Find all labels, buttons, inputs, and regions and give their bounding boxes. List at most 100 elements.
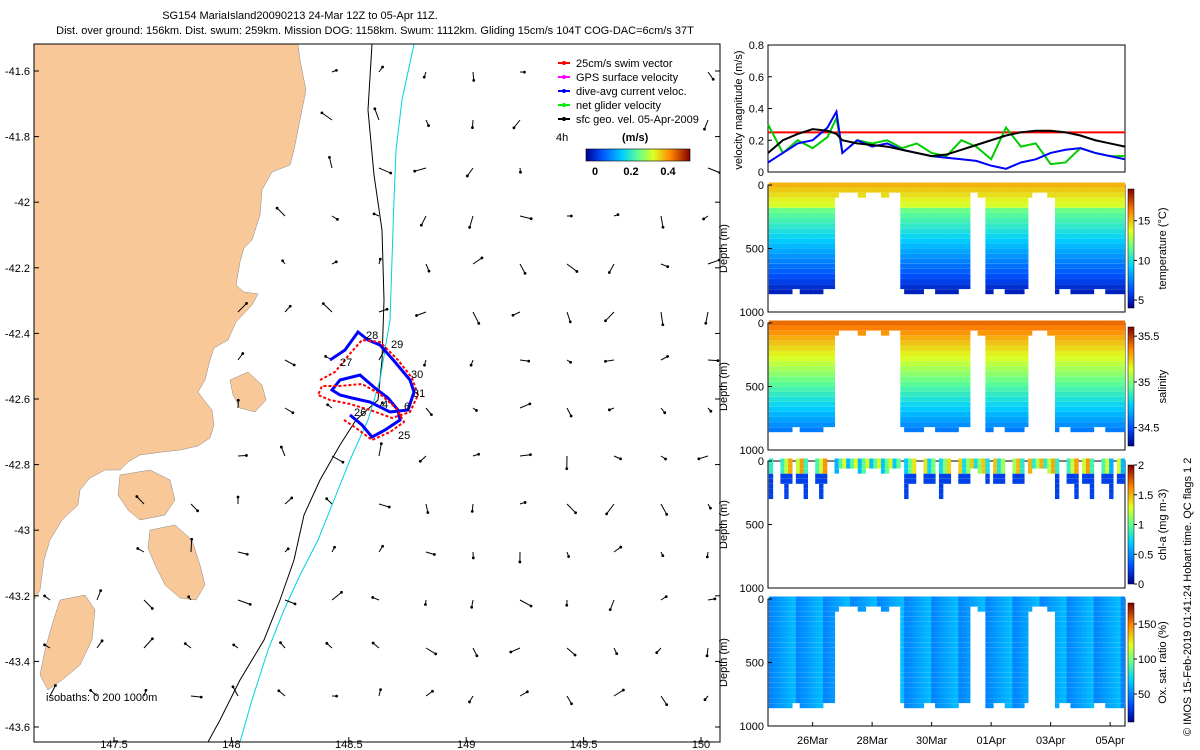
profile-sample xyxy=(1016,468,1021,474)
profile-sample xyxy=(1093,616,1099,622)
profile-sample xyxy=(1109,386,1114,392)
profile-sample xyxy=(911,693,917,699)
profile-sample xyxy=(857,320,863,326)
profile-sample xyxy=(923,182,928,188)
profile-sample xyxy=(772,703,778,709)
profile-sample xyxy=(993,601,998,607)
profile-sample xyxy=(900,652,905,658)
profile-sample xyxy=(776,330,781,336)
profile-sample xyxy=(923,268,928,274)
profile-sample xyxy=(1070,637,1075,643)
profile-sample xyxy=(807,340,812,346)
profile-sample xyxy=(900,687,905,693)
profile-sample xyxy=(935,672,940,678)
profile-sample xyxy=(1089,320,1095,326)
profile-sample xyxy=(915,197,921,203)
profile-sample xyxy=(931,473,936,479)
profile-sample xyxy=(1004,273,1010,279)
profile-sample xyxy=(942,376,948,382)
profile-sample xyxy=(1105,406,1110,412)
profile-sample xyxy=(966,621,971,627)
profile-sample xyxy=(1097,621,1102,627)
profile-sample xyxy=(1016,356,1021,362)
profile-sample xyxy=(1016,345,1021,351)
profile-sample xyxy=(772,345,778,351)
profile-sample xyxy=(1062,606,1068,612)
profile-sample xyxy=(1074,197,1079,203)
profile-sample xyxy=(811,396,816,402)
profile-sample xyxy=(788,406,793,412)
profile-sample xyxy=(915,248,921,254)
profile-sample xyxy=(900,284,905,290)
profile-sample xyxy=(958,248,963,254)
profile-sample xyxy=(989,182,994,188)
geo-vector xyxy=(519,454,531,457)
profile-sample xyxy=(1082,253,1087,259)
profile-sample xyxy=(1074,335,1079,341)
profile-sample xyxy=(927,187,932,193)
profile-sample xyxy=(919,268,925,274)
profile-sample xyxy=(1112,248,1118,254)
profile-sample xyxy=(927,330,932,336)
profile-sample xyxy=(780,642,785,648)
profile-sample xyxy=(799,345,805,351)
profile-sample xyxy=(791,273,797,279)
profile-sample xyxy=(1066,243,1071,249)
profile-sample xyxy=(900,366,905,372)
profile-sample xyxy=(788,381,793,387)
profile-sample xyxy=(1012,687,1017,693)
profile-sample xyxy=(927,677,932,683)
profile-sample xyxy=(807,667,812,673)
profile-sample xyxy=(915,657,921,663)
profile-sample xyxy=(900,202,905,208)
profile-sample xyxy=(784,223,789,229)
profile-sample xyxy=(780,345,785,351)
geo-vector-head xyxy=(341,460,345,464)
profile-sample xyxy=(1078,647,1083,653)
profile-sample xyxy=(1116,376,1122,382)
profile-sample xyxy=(795,411,801,417)
profile-sample xyxy=(815,698,820,704)
cbar-tick-label: 2 xyxy=(1138,460,1144,472)
geo-vector-head xyxy=(371,596,375,599)
geo-vector-head xyxy=(324,355,328,358)
geo-vector xyxy=(606,503,615,515)
profile-sample xyxy=(989,356,994,362)
profile-sample xyxy=(1016,411,1021,417)
profile-sample xyxy=(927,637,932,643)
profile-sample xyxy=(908,258,913,264)
profile-sample xyxy=(931,601,936,607)
profile-sample xyxy=(1012,626,1017,632)
profile-sample xyxy=(799,458,805,464)
profile-sample xyxy=(911,632,917,638)
profile-sample xyxy=(1093,621,1099,627)
profile-sample xyxy=(815,345,820,351)
profile-sample xyxy=(826,366,832,372)
profile-sample xyxy=(931,693,936,699)
profile-sample xyxy=(1074,616,1079,622)
profile-sample xyxy=(772,228,778,234)
profile-sample xyxy=(1093,279,1099,285)
profile-sample xyxy=(993,417,998,423)
profile-sample xyxy=(996,473,1002,479)
profile-sample xyxy=(935,647,940,653)
profile-sample xyxy=(811,616,816,622)
profile-sample xyxy=(985,657,990,663)
profile-sample xyxy=(811,626,816,632)
profile-sample xyxy=(1112,371,1118,377)
profile-sample xyxy=(1078,258,1083,264)
profile-sample xyxy=(946,258,952,264)
profile-sample xyxy=(966,606,971,612)
profile-sample xyxy=(791,366,797,372)
profile-sample xyxy=(1000,596,1006,602)
profile-sample xyxy=(1020,345,1025,351)
profile-sample xyxy=(1062,320,1068,326)
profile-sample xyxy=(923,340,928,346)
profile-sample xyxy=(935,422,940,428)
profile-sample xyxy=(784,202,789,208)
profile-sample xyxy=(908,279,913,285)
profile-sample xyxy=(830,268,836,274)
profile-sample xyxy=(1016,248,1021,254)
geo-vector xyxy=(374,108,380,121)
geo-vector-head xyxy=(335,694,338,698)
